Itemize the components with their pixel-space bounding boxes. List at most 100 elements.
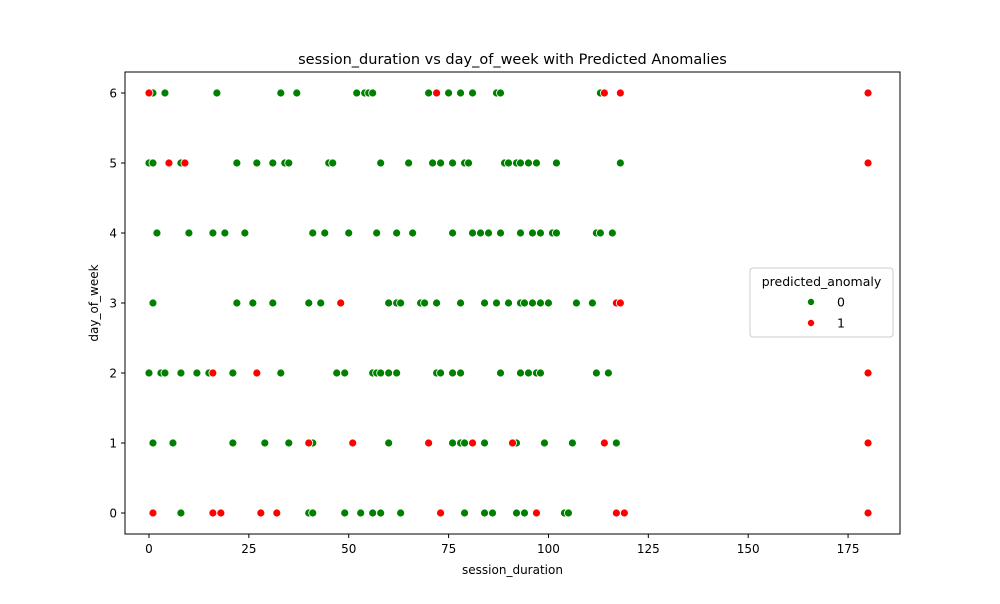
scatter-point-series-0-73 [396,298,406,308]
scatter-point-series-0-131 [308,508,318,518]
scatter-point-series-0-94 [228,368,238,378]
scatter-point-series-0-50 [392,228,402,238]
scatter-point-series-1-8 [336,298,346,308]
x-tick-label-4: 100 [537,542,560,556]
scatter-point-series-1-7 [863,158,873,168]
scatter-point-series-0-23 [284,158,294,168]
x-tick-label-6: 150 [737,542,760,556]
scatter-point-series-0-12 [468,88,477,98]
scatter-point-series-1-18 [508,438,517,448]
scatter-point-series-0-129 [176,508,186,518]
scatter-point-series-0-75 [420,298,430,308]
scatter-point-series-0-63 [595,228,605,238]
scatter-point-series-0-64 [607,228,617,238]
scatter-point-series-0-82 [520,298,529,308]
scatter-point-series-0-68 [268,298,278,308]
scatter-point-series-0-132 [340,508,350,518]
scatter-point-series-0-138 [480,508,489,518]
scatter-point-series-0-140 [512,508,521,518]
scatter-point-series-0-25 [328,158,338,168]
scatter-point-series-0-90 [160,368,170,378]
scatter-point-series-0-19 [232,158,242,168]
scatter-point-series-0-104 [436,368,445,378]
scatter-point-series-0-137 [460,508,469,518]
scatter-point-series-0-133 [356,508,366,518]
scatter-point-series-0-10 [444,88,453,98]
scatter-point-series-0-9 [424,88,434,98]
y-tick-label-5: 5 [109,157,117,171]
scatter-point-series-0-32 [464,158,473,168]
scatter-point-series-0-26 [376,158,386,168]
scatter-point-series-0-48 [344,228,354,238]
scatter-point-series-0-38 [532,158,541,168]
scatter-point-series-1-14 [304,438,314,448]
scatter-point-series-0-88 [144,368,154,378]
y-tick-label-4: 4 [109,227,117,241]
scatter-point-series-1-24 [256,508,266,518]
scatter-point-series-0-40 [615,158,625,168]
scatter-point-series-0-5 [352,88,362,98]
scatter-point-series-1-26 [436,508,445,518]
scatter-point-series-0-27 [404,158,414,168]
scatter-point-series-0-58 [528,228,537,238]
x-tick-label-0: 0 [145,542,153,556]
scatter-point-series-1-2 [599,88,609,98]
x-tick-label-2: 50 [341,542,356,556]
scatter-point-series-1-22 [208,508,218,518]
scatter-point-series-1-5 [164,158,174,168]
scatter-point-series-0-95 [276,368,286,378]
x-tick-label-3: 75 [441,542,456,556]
scatter-point-series-0-8 [368,88,378,98]
scatter-point-series-1-13 [863,368,873,378]
scatter-point-series-0-57 [516,228,525,238]
scatter-point-series-0-124 [480,438,489,448]
scatter-point-series-1-12 [252,368,262,378]
scatter-point-series-0-102 [392,368,402,378]
scatter-point-series-0-34 [504,158,513,168]
scatter-point-series-1-20 [863,438,873,448]
scatter-point-series-0-123 [460,438,469,448]
legend-label-0: 0 [837,295,845,310]
y-tick-label-3: 3 [109,297,117,311]
scatter-point-series-0-112 [591,368,601,378]
scatter-point-series-0-116 [228,438,238,448]
scatter-point-series-0-78 [480,298,489,308]
scatter-point-series-0-79 [492,298,501,308]
scatter-point-series-0-120 [384,438,394,448]
scatter-point-series-1-15 [348,438,358,448]
y-axis: 0 1 2 3 4 5 6 [109,87,125,521]
scatter-point-series-0-53 [468,228,477,238]
scatter-point-series-0-107 [496,368,505,378]
scatter-point-series-1-11 [208,368,218,378]
scatter-point-series-0-67 [248,298,258,308]
scatter-point-series-0-128 [611,438,621,448]
scatter-point-series-1-21 [148,508,158,518]
scatter-point-series-0-115 [168,438,178,448]
scatter-point-series-0-41 [152,228,162,238]
scatter-point-series-0-141 [520,508,529,518]
scatter-point-series-0-127 [568,438,577,448]
legend-label-1: 1 [837,316,845,331]
scatter-point-series-0-83 [528,298,537,308]
scatter-point-series-0-56 [496,228,505,238]
y-axis-label: day_of_week [87,264,101,341]
points-layer [144,88,873,518]
scatter-point-series-0-47 [320,228,330,238]
scatter-point-series-0-139 [488,508,497,518]
scatter-point-series-1-28 [611,508,621,518]
x-axis-label: session_duration [462,563,563,577]
y-tick-label-0: 0 [109,507,117,521]
scatter-point-series-1-6 [180,158,190,168]
scatter-point-series-1-23 [216,508,226,518]
scatter-point-series-1-29 [619,508,629,518]
scatter-point-series-0-86 [572,298,581,308]
scatter-point-series-0-43 [208,228,218,238]
y-tick-label-2: 2 [109,367,117,381]
scatter-point-series-0-70 [316,298,326,308]
x-axis: 0 25 50 75 100 125 150 175 [145,534,860,556]
scatter-point-series-0-71 [384,298,394,308]
scatter-point-series-1-17 [468,438,477,448]
scatter-point-series-0-61 [552,228,561,238]
scatter-point-series-0-66 [232,298,242,308]
scatter-point-series-0-85 [544,298,553,308]
